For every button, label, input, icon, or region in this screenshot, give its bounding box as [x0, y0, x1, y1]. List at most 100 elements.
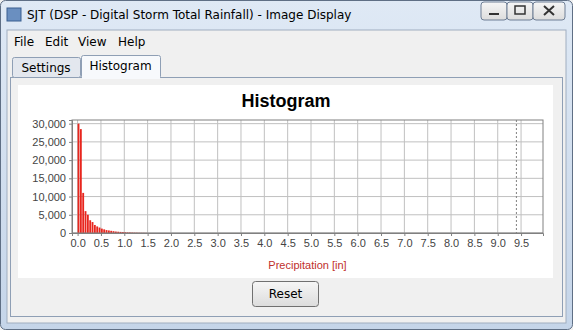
- grid-line: [381, 120, 382, 233]
- grid-line: [474, 120, 475, 233]
- y-tick-label: 20,000: [32, 154, 66, 166]
- x-tick-label: 9.0: [491, 237, 506, 249]
- grid-line: [497, 120, 498, 233]
- reset-button-label[interactable]: Reset: [269, 287, 303, 301]
- x-tick-mark: [194, 233, 195, 236]
- plot-frame: [72, 120, 543, 233]
- menu-item[interactable]: View: [78, 35, 107, 49]
- y-tick: 25,000: [32, 136, 72, 148]
- grid-line: [357, 120, 358, 233]
- window: SJT (DSP - Digital Storm Total Rainfall)…: [0, 0, 573, 330]
- y-tick-mark: [69, 160, 72, 161]
- x-tick-label: 4.5: [281, 237, 296, 249]
- x-tick-mark: [404, 233, 405, 236]
- x-tick: 2.5: [187, 233, 202, 249]
- maximize-button[interactable]: [507, 2, 533, 20]
- x-tick-mark: [148, 233, 149, 236]
- bar: [101, 229, 103, 233]
- x-tick-label: 1.0: [117, 237, 132, 249]
- window-frame: [1, 1, 573, 330]
- grid-line: [451, 120, 452, 233]
- grid-line: [72, 214, 543, 215]
- grid-line: [287, 120, 288, 233]
- y-tick: 15,000: [32, 172, 72, 184]
- x-tick-mark: [474, 233, 475, 236]
- grid-line: [72, 160, 543, 161]
- grid-line: [147, 120, 148, 233]
- grid-line: [100, 120, 101, 233]
- x-axis: 0.00.51.01.52.02.53.03.54.04.55.05.56.06…: [70, 233, 543, 249]
- bar: [87, 215, 89, 233]
- x-tick-label: 7.0: [397, 237, 412, 249]
- x-tick-mark: [451, 233, 452, 236]
- reset-button[interactable]: [253, 282, 319, 307]
- bar: [89, 220, 91, 233]
- x-axis-title: Precipitation [in]: [268, 259, 346, 271]
- x-tick-mark: [101, 233, 102, 236]
- menu-item[interactable]: Help: [118, 35, 145, 49]
- y-tick-label: 25,000: [32, 136, 66, 148]
- grid-line: [72, 178, 543, 179]
- bar: [80, 129, 82, 233]
- x-tick-mark: [498, 233, 499, 236]
- x-tick-label: 0.0: [70, 237, 85, 249]
- grid-line: [72, 123, 543, 124]
- grid: [72, 120, 543, 233]
- tab-label[interactable]: Histogram: [89, 59, 151, 73]
- x-tick-mark: [381, 233, 382, 236]
- bar: [99, 228, 101, 233]
- grid-line: [264, 120, 265, 233]
- grid-line: [427, 120, 428, 233]
- y-axis: 05,00010,00015,00020,00025,00030,000: [32, 118, 72, 239]
- y-tick-mark: [69, 178, 72, 179]
- x-tick-label: 2.0: [164, 237, 179, 249]
- x-tick-label: 3.0: [210, 237, 225, 249]
- bar: [85, 211, 87, 233]
- tab[interactable]: [13, 58, 81, 78]
- grid-line: [404, 120, 405, 233]
- x-tick: 9.5: [514, 233, 529, 249]
- y-tick: 0: [60, 227, 72, 239]
- x-axis-line: [73, 234, 544, 237]
- bar: [92, 222, 94, 233]
- x-tick-mark: [428, 233, 429, 236]
- bar: [94, 225, 96, 233]
- x-tick-mark: [264, 233, 265, 236]
- grid-line: [521, 120, 522, 233]
- menu-item[interactable]: File: [14, 35, 34, 49]
- x-tick-label: 6.5: [374, 237, 389, 249]
- x-tick: 8.0: [444, 233, 459, 249]
- x-tick-mark: [334, 233, 335, 236]
- x-tick-mark: [78, 233, 79, 236]
- x-tick-label: 9.5: [514, 237, 529, 249]
- bar: [96, 226, 98, 233]
- y-tick-label: 15,000: [32, 172, 66, 184]
- chart-title: Histogram: [241, 91, 330, 111]
- menu-item[interactable]: Edit: [45, 35, 69, 49]
- x-tick: 0.0: [70, 233, 85, 249]
- tab-panel: [11, 78, 563, 317]
- y-tick-label: 0: [60, 227, 66, 239]
- grid-line: [72, 141, 543, 142]
- y-tick-mark: [69, 124, 72, 125]
- x-tick: 5.0: [304, 233, 319, 249]
- grid-line: [217, 120, 218, 233]
- grid-line: [72, 196, 543, 197]
- minimize-button[interactable]: [481, 2, 507, 20]
- x-tick-mark: [218, 233, 219, 236]
- x-tick: 8.5: [467, 233, 482, 249]
- close-button[interactable]: [533, 2, 565, 20]
- x-tick-mark: [124, 233, 125, 236]
- x-tick: 9.0: [491, 233, 506, 249]
- tab[interactable]: [82, 56, 161, 79]
- x-tick: 3.0: [210, 233, 225, 249]
- tab-label[interactable]: Settings: [21, 61, 70, 75]
- y-tick-label: 30,000: [32, 118, 66, 130]
- x-tick-mark: [358, 233, 359, 236]
- maximize-icon: [515, 6, 525, 14]
- y-tick-mark: [69, 197, 72, 198]
- grid-line: [124, 120, 125, 233]
- tab-join: [82, 76, 160, 79]
- chart-panel: [18, 85, 553, 278]
- x-tick: 1.0: [117, 233, 132, 249]
